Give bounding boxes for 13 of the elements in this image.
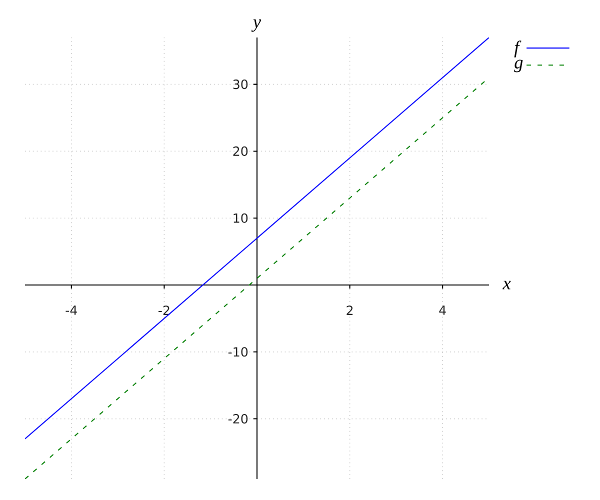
x-tick-label: 2 <box>346 306 353 315</box>
y-tick-label: 10 <box>234 213 248 223</box>
x-tick-label: -4 <box>66 306 78 315</box>
x-axis-title: x <box>502 280 511 290</box>
y-tick-label: 20 <box>233 146 248 156</box>
y-tick-label: -20 <box>228 414 248 424</box>
y-tick-label: -10 <box>228 347 248 357</box>
legend-label: f <box>514 40 522 58</box>
x-tick-label: 4 <box>439 306 446 315</box>
y-tick-label: 30 <box>233 80 248 90</box>
legend-label: g <box>514 60 523 72</box>
x-tick-label: -2 <box>158 306 170 315</box>
y-axis-title: y <box>251 19 262 32</box>
